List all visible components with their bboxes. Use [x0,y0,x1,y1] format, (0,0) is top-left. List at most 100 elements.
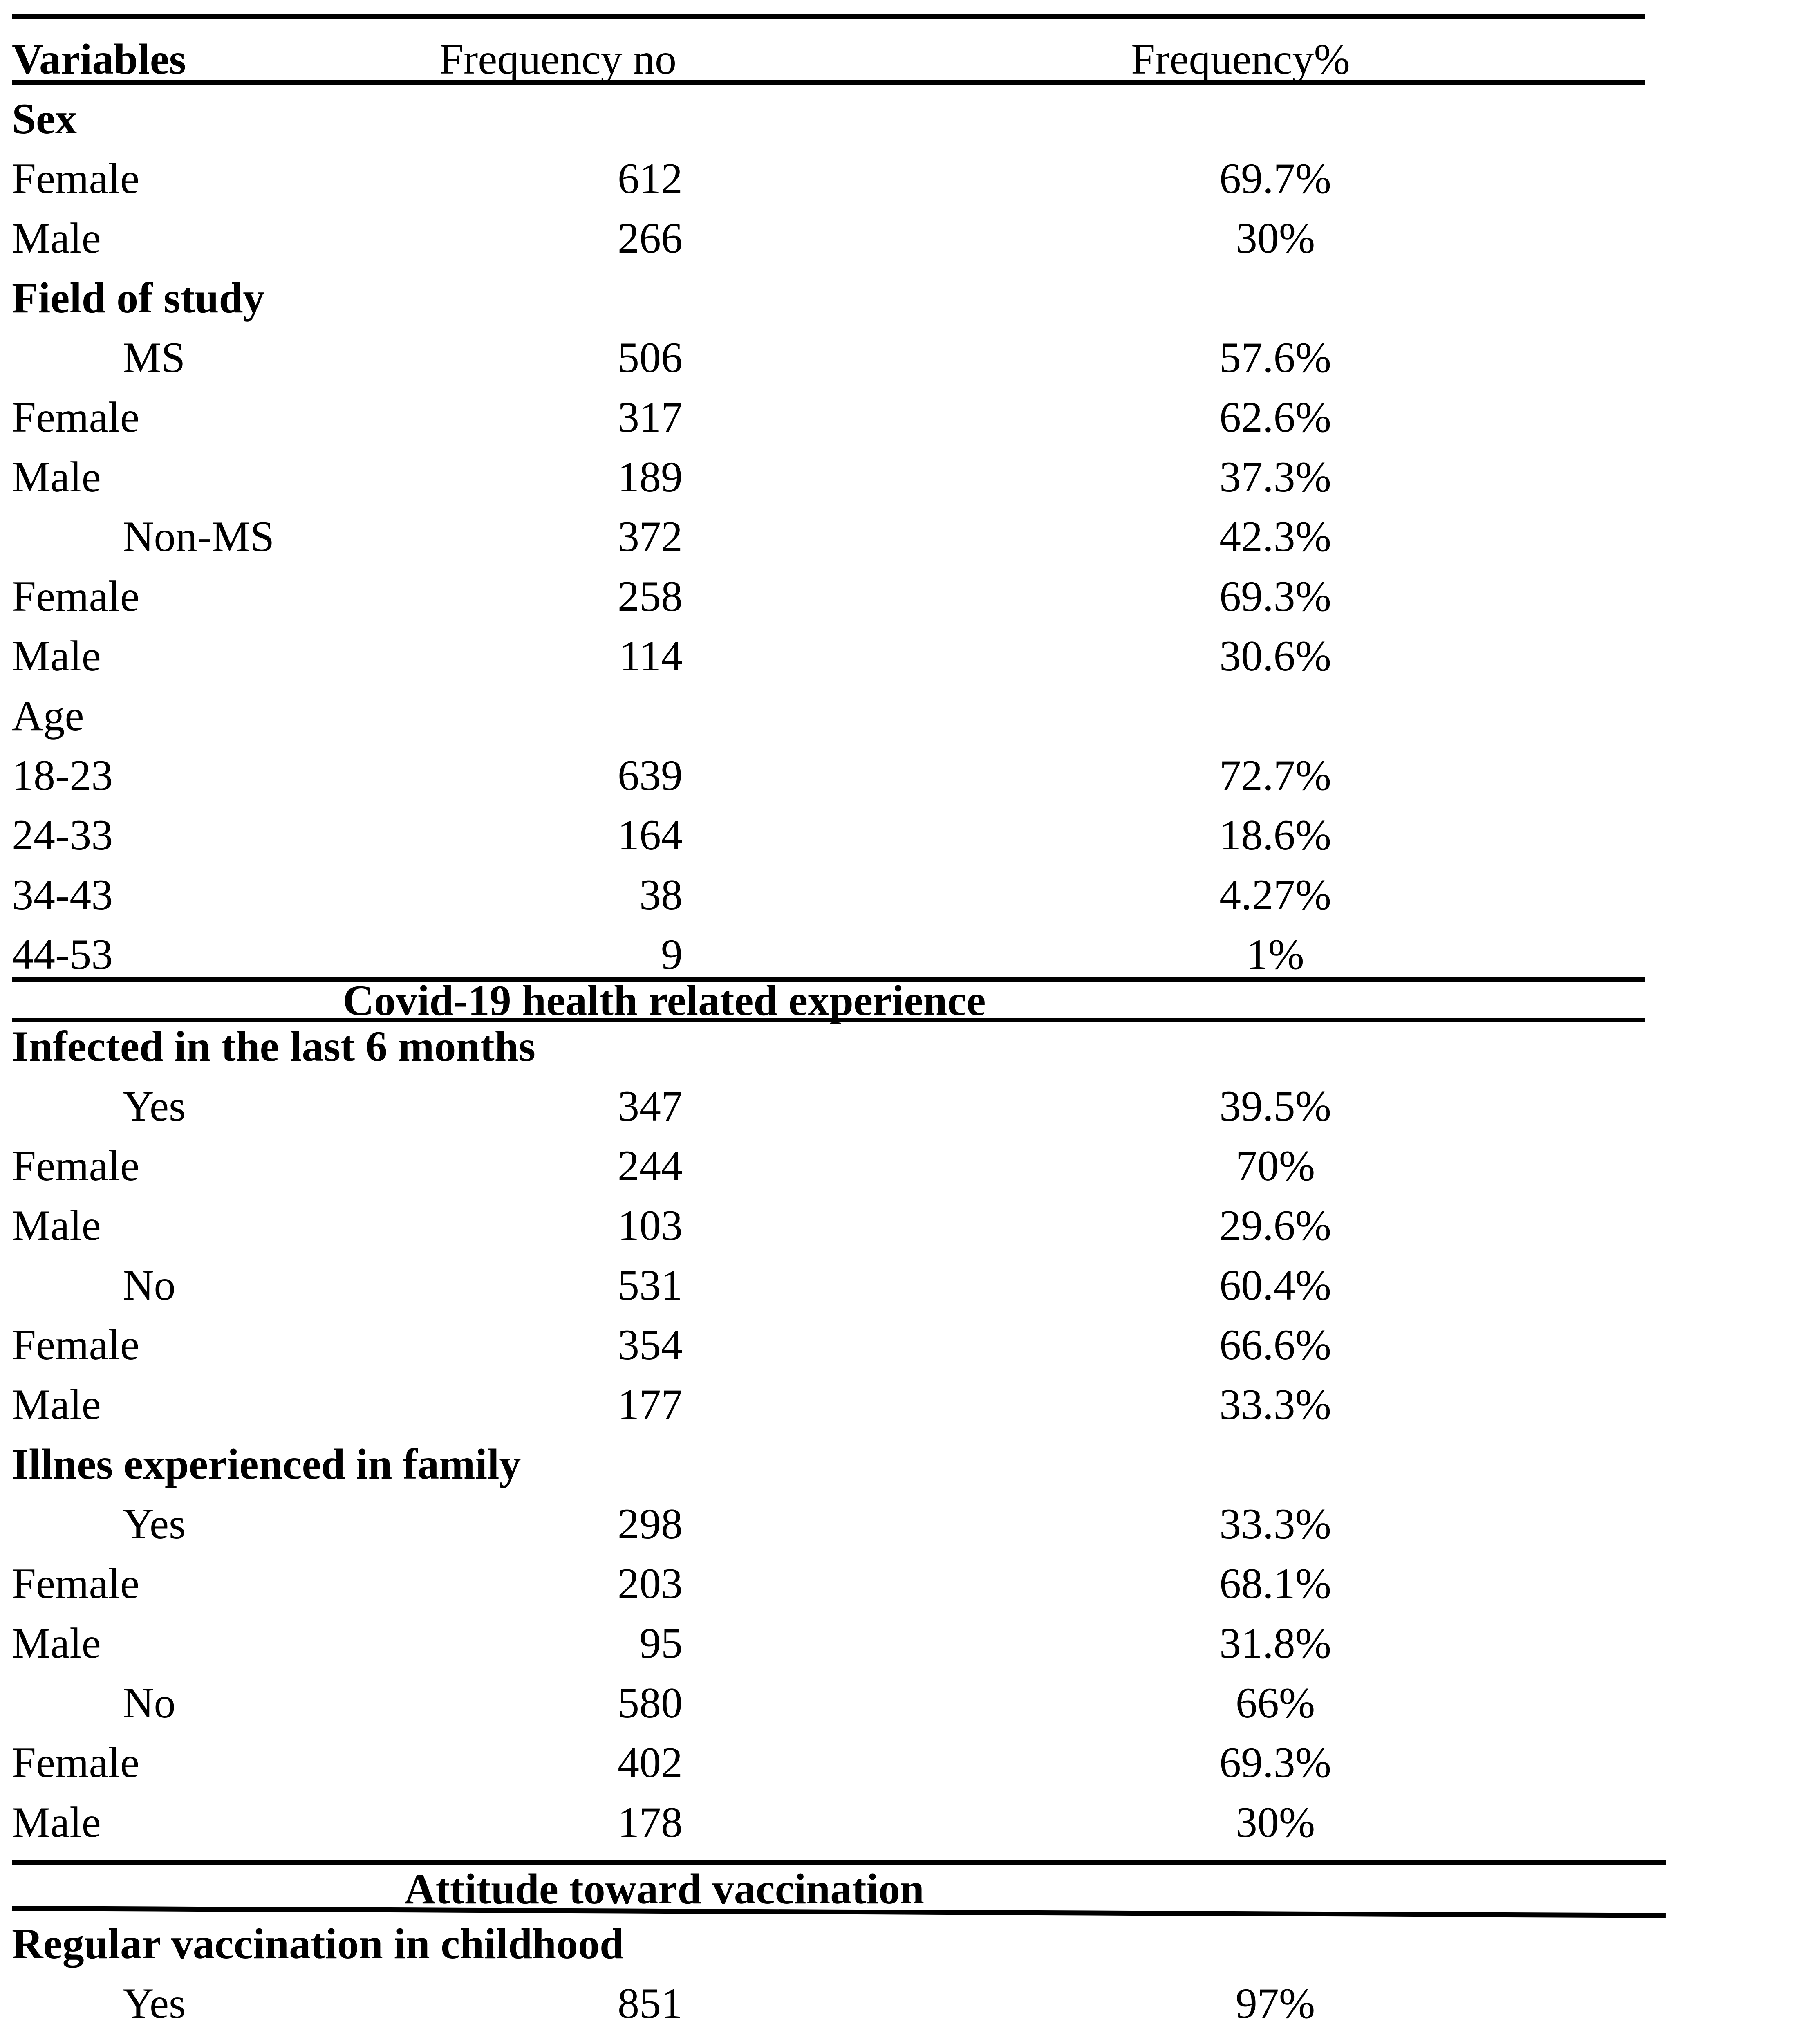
row-percent: 97% [1235,1979,1315,2027]
row-percent: 4.27% [1219,871,1331,919]
row-percent: 42.3% [1219,513,1331,560]
row-frequency: 9 [661,930,683,978]
row-label: No [123,1679,176,1727]
table-row: 44-53 9 1% [0,933,1812,990]
table-row: Female 402 69.3% [0,1741,1812,1798]
row-frequency: 258 [618,572,683,620]
table-row: Infected in the last 6 months [0,1025,1812,1082]
row-frequency: 851 [618,1979,683,2027]
row-label: Female [12,155,139,202]
row-label: 24-33 [12,811,113,859]
row-percent: 70% [1235,1142,1315,1190]
table-row: Female 568 66.7% [0,2042,1812,2044]
row-label: Field of study [12,274,265,322]
row-label: Female [12,1739,139,1786]
row-frequency: 612 [618,155,683,202]
table-row: Male 177 33.3% [0,1383,1812,1440]
row-percent: 33.3% [1219,1500,1331,1548]
row-percent: 31.8% [1219,1619,1331,1667]
section-rule-above [12,977,1645,982]
row-frequency: 164 [618,811,683,859]
row-frequency: 266 [618,214,683,262]
row-frequency: 114 [619,632,683,680]
table-row: Non-MS 372 42.3% [0,515,1812,572]
row-label: Yes [123,1500,186,1548]
row-frequency: 95 [639,1619,683,1667]
row-frequency: 244 [618,1142,683,1190]
table-top-rule [12,14,1645,19]
table-row: 18-23 639 72.7% [0,754,1812,811]
table-row: Female 612 69.7% [0,157,1812,214]
row-frequency: 639 [618,751,683,799]
row-frequency: 178 [618,1798,683,1846]
table-row: Regular vaccination in childhood [0,1922,1812,1979]
table-row: Sex [0,97,1812,155]
row-label: Male [12,1798,101,1846]
table-row: 24-33 164 18.6% [0,814,1812,871]
row-frequency: 354 [618,1321,683,1369]
row-percent: 66% [1235,1679,1315,1727]
row-label: Male [12,214,101,262]
row-label: Regular vaccination in childhood [12,1920,624,1968]
row-label: No [123,1261,176,1309]
row-label: Female [12,1560,139,1607]
table-row: No 580 66% [0,1681,1812,1739]
row-label: Sex [12,95,77,143]
table-row: Female 258 69.3% [0,575,1812,632]
row-percent: 33.3% [1219,1381,1331,1428]
table-row: No 531 60.4% [0,1264,1812,1321]
table-row: Field of study [0,276,1812,334]
row-percent: 57.6% [1219,334,1331,381]
row-percent: 30% [1235,214,1315,262]
row-label: Male [12,453,101,501]
row-percent: 68.1% [1219,1560,1331,1607]
table-row: Female 203 68.1% [0,1562,1812,1619]
row-label: Female [12,572,139,620]
table-row: Male 266 30% [0,217,1812,274]
row-label: Female [12,1142,139,1190]
row-label: Age [12,692,84,740]
table-row: Age [0,694,1812,751]
section-banner: Attitude toward vaccination [404,1865,924,1913]
row-label: Male [12,1381,101,1428]
row-frequency: 177 [618,1381,683,1428]
row-percent: 30% [1235,1798,1315,1846]
table-row: MS 506 57.6% [0,336,1812,393]
row-label: Illnes experienced in family [12,1440,521,1488]
column-header-frequency-percent: Frequency% [1131,35,1350,83]
row-percent: 1% [1246,930,1304,978]
row-percent: 30.6% [1219,632,1331,680]
row-frequency: 506 [618,334,683,381]
row-percent: 69.3% [1219,572,1331,620]
table-row: Male 189 37.3% [0,455,1812,513]
table-row: 34-43 38 4.27% [0,873,1812,930]
row-label: MS [123,334,186,381]
table-row: Male 114 30.6% [0,634,1812,692]
row-percent: 62.6% [1219,393,1331,441]
row-label: Yes [123,1979,186,2027]
row-frequency: 531 [618,1261,683,1309]
row-percent: 69.7% [1219,155,1331,202]
row-label: Male [12,1201,101,1249]
section-banner: Covid-19 health related experience [343,977,986,1024]
row-label: Yes [123,1082,186,1130]
row-label: 34-43 [12,871,113,919]
row-percent: 39.5% [1219,1082,1331,1130]
row-frequency: 203 [618,1560,683,1607]
row-label: Female [12,1321,139,1369]
row-percent: 18.6% [1219,811,1331,859]
row-label: Female [12,2042,139,2044]
row-frequency: 372 [618,513,683,560]
column-header-frequency-no: Frequency no [439,35,676,83]
row-percent: 66.7% [1046,2042,1504,2044]
row-label: Infected in the last 6 months [12,1022,535,1070]
row-label: Female [12,393,139,441]
table-row: Yes 347 39.5% [0,1085,1812,1142]
section-rule-above [12,1860,1666,1865]
table-row: Illnes experienced in family [0,1443,1812,1500]
row-label: Non-MS [123,513,275,560]
column-header-variables: Variables [12,35,186,83]
row-frequency: 568 [450,2042,683,2044]
section-rule-below [12,1018,1645,1022]
